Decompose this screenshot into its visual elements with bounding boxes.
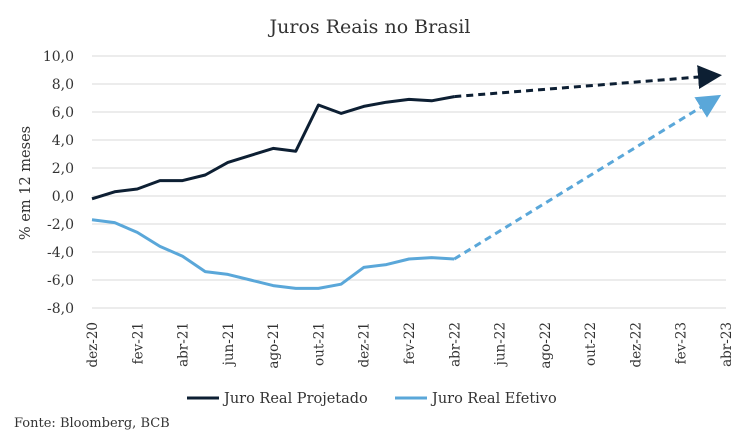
x-tick-label: ago-22: [538, 322, 554, 369]
projection-line: [453, 94, 722, 261]
x-tick-label: fev-23: [674, 322, 690, 364]
x-tick-label: abr-21: [176, 322, 192, 367]
x-tick-label: dez-22: [628, 322, 644, 367]
x-tick-label: dez-20: [85, 322, 101, 367]
legend-label-efetivo: Juro Real Efetivo: [430, 391, 557, 407]
y-tick-label: -6,0: [47, 273, 74, 289]
y-tick-label: 6,0: [52, 105, 74, 121]
x-tick-label: jun-22: [493, 322, 509, 367]
y-tick-label: 4,0: [52, 133, 74, 149]
x-tick-label: jun-21: [221, 322, 237, 367]
x-tick-label: dez-21: [357, 322, 373, 367]
y-tick-label: -2,0: [47, 217, 74, 233]
gridlines: [92, 55, 726, 309]
x-tick-label: out-22: [583, 322, 599, 366]
x-tick-label: fev-21: [130, 322, 146, 364]
y-tick-label: 0,0: [52, 189, 74, 205]
x-tick-label: ago-21: [266, 322, 282, 369]
x-tick-labels: dez-20 fev-21 abr-21 jun-21 ago-21 out-21 dez-…: [85, 322, 735, 369]
chart-title: Juros Reais no Brasil: [268, 16, 471, 38]
x-tick-label: fev-22: [402, 322, 418, 364]
y-tick-label: -8,0: [47, 301, 74, 317]
series-line: [91, 218, 455, 290]
x-tick-label: abr-23: [719, 322, 735, 367]
legend: Juro Real Projetado Juro Real Efetivo: [187, 391, 557, 407]
y-tick-label: 8,0: [52, 77, 74, 93]
y-tick-label: -4,0: [47, 245, 74, 261]
y-axis-label: % em 12 meses: [18, 126, 34, 240]
projection-line: [454, 65, 722, 99]
y-tick-label: 2,0: [52, 161, 74, 177]
y-tick-label: 10,0: [43, 49, 74, 65]
legend-label-projetado: Juro Real Projetado: [222, 391, 368, 407]
series-lines: [91, 65, 722, 290]
source-note: Fonte: Bloomberg, BCB: [14, 416, 170, 431]
x-tick-label: out-21: [311, 322, 327, 366]
y-tick-labels: 10,0 8,0 6,0 4,0 2,0 0,0 -2,0 -4,0 -6,0 -8,0: [43, 49, 74, 317]
x-tick-label: abr-22: [447, 322, 463, 367]
